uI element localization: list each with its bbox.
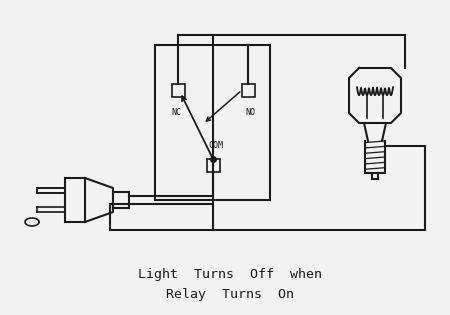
Text: NO: NO bbox=[245, 108, 255, 117]
Text: COM: COM bbox=[208, 141, 224, 150]
Text: Relay  Turns  On: Relay Turns On bbox=[166, 288, 294, 301]
Text: Light  Turns  Off  when: Light Turns Off when bbox=[138, 268, 322, 281]
Bar bbox=[37, 188, 65, 193]
Bar bbox=[172, 84, 185, 97]
Bar bbox=[155, 45, 270, 200]
Bar bbox=[113, 192, 129, 208]
Bar bbox=[242, 84, 255, 97]
Bar bbox=[207, 159, 220, 172]
Bar bbox=[65, 178, 85, 222]
Text: NC: NC bbox=[171, 108, 181, 117]
